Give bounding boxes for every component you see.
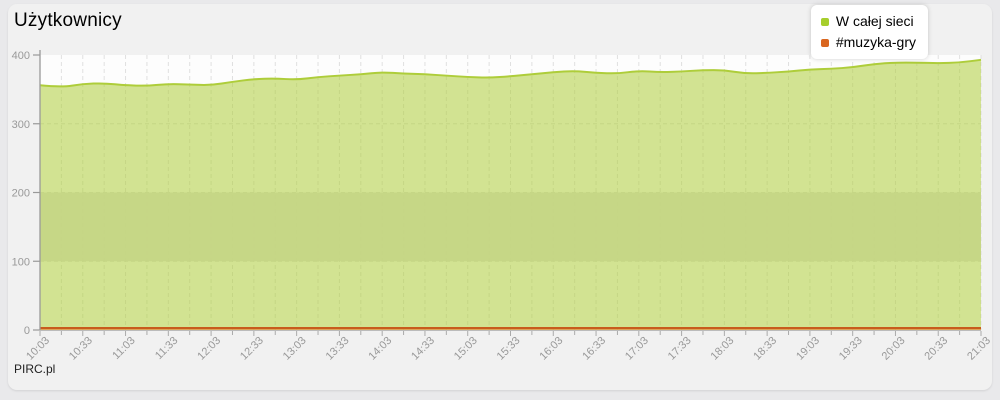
footer-brand: PIRC.pl	[14, 362, 56, 376]
series-area-0	[40, 59, 981, 330]
x-axis-label: 10:03	[24, 335, 52, 363]
x-axis-label: 11:03	[110, 335, 137, 362]
x-axis-label: 12:03	[195, 335, 223, 363]
chart-title: Użytkownicy	[14, 10, 122, 31]
x-axis-label: 18:03	[709, 335, 737, 363]
series-line-0	[39, 58, 982, 88]
legend-swatch-orange-icon	[820, 38, 829, 47]
x-axis-label: 10:33	[67, 335, 95, 363]
x-axis-label: 19:33	[837, 335, 865, 363]
x-axis-label: 12:33	[238, 335, 266, 363]
y-axis-label: 300	[12, 119, 30, 131]
y-axis-label: 400	[12, 50, 30, 62]
x-axis-label: 18:33	[751, 335, 779, 363]
y-axis-label: 200	[12, 188, 30, 200]
legend-swatch-green-icon	[820, 17, 829, 26]
x-axis-label: 14:33	[409, 335, 437, 363]
x-axis-label: 16:03	[537, 335, 565, 363]
legend-label-w-calej-sieci: W całej sieci	[835, 13, 914, 29]
legend-label-muzyka-gry: #muzyka-gry	[835, 34, 916, 50]
x-axis-label: 15:33	[495, 335, 523, 363]
y-axis-label: 100	[12, 256, 30, 268]
x-axis-label: 13:33	[324, 335, 352, 363]
x-axis-label: 19:03	[794, 335, 822, 363]
x-axis-label: 17:33	[666, 335, 694, 363]
x-axis-label: 20:33	[922, 335, 950, 363]
x-axis-label: 11:33	[153, 335, 180, 362]
legend-item-muzyka-gry[interactable]: #muzyka-gry	[820, 32, 916, 53]
x-axis-label: 14:03	[366, 335, 394, 363]
x-axis-label: 15:03	[452, 335, 480, 363]
x-axis-label: 16:33	[580, 335, 608, 363]
x-axis-label: 20:03	[880, 335, 908, 363]
x-axis-label: 13:03	[281, 335, 309, 363]
chart-legend: W całej sieci #muzyka-gry	[810, 5, 928, 59]
legend-item-w-calej-sieci[interactable]: W całej sieci	[820, 11, 916, 32]
x-axis-label: 17:03	[623, 335, 651, 363]
x-axis-label: 21:03	[965, 335, 993, 363]
y-axis-label: 0	[24, 325, 30, 337]
